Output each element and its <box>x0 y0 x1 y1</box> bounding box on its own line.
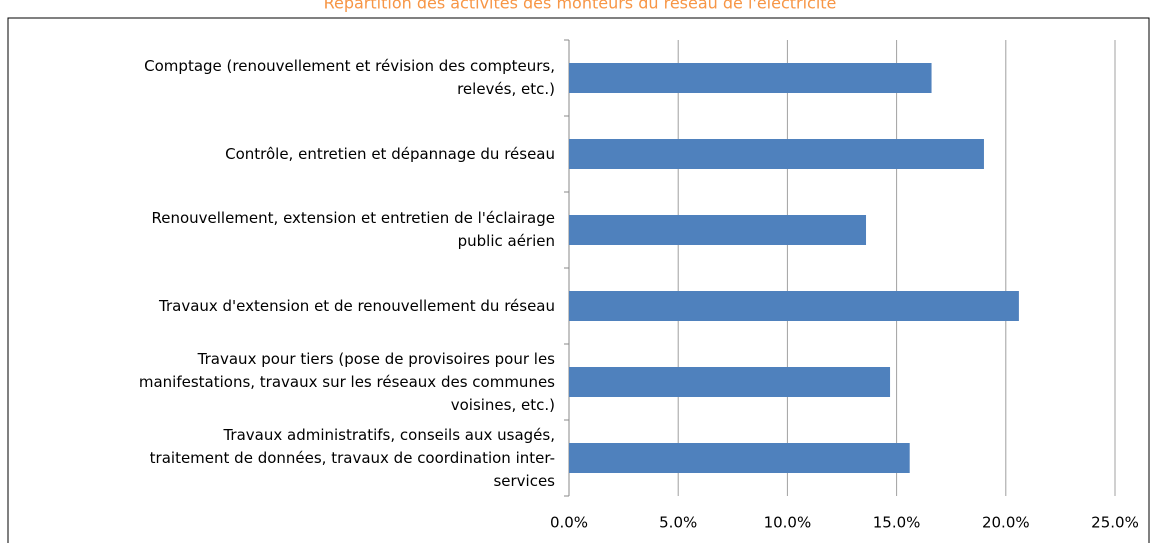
y-tick-label: Travaux d'extension et de renouvellement… <box>159 296 555 315</box>
y-tick-label: Contrôle, entretien et dépannage du rése… <box>225 144 555 163</box>
x-tick-label: 20.0% <box>982 514 1030 532</box>
bar <box>569 291 1019 321</box>
bar <box>569 367 891 397</box>
x-tick-label: 15.0% <box>873 514 921 532</box>
bar <box>569 215 867 245</box>
bar <box>569 63 932 93</box>
x-tick-label: 5.0% <box>659 514 697 532</box>
x-tick-label: 0.0% <box>550 514 588 532</box>
chart-frame <box>7 17 1150 543</box>
chart-title: Répartition des activités des monteurs d… <box>324 0 837 13</box>
y-tick-label: Comptage (renouvellement et révision des… <box>144 57 555 98</box>
x-tick-label: 10.0% <box>764 514 812 532</box>
bar <box>569 139 984 169</box>
x-tick-label: 25.0% <box>1091 514 1139 532</box>
y-tick-label: Travaux administratifs, conseils aux usa… <box>149 425 555 490</box>
y-tick-label: Renouvellement, extension et entretien d… <box>151 209 555 250</box>
bar <box>569 443 910 473</box>
y-tick-label: Travaux pour tiers (pose de provisoires … <box>138 349 555 414</box>
